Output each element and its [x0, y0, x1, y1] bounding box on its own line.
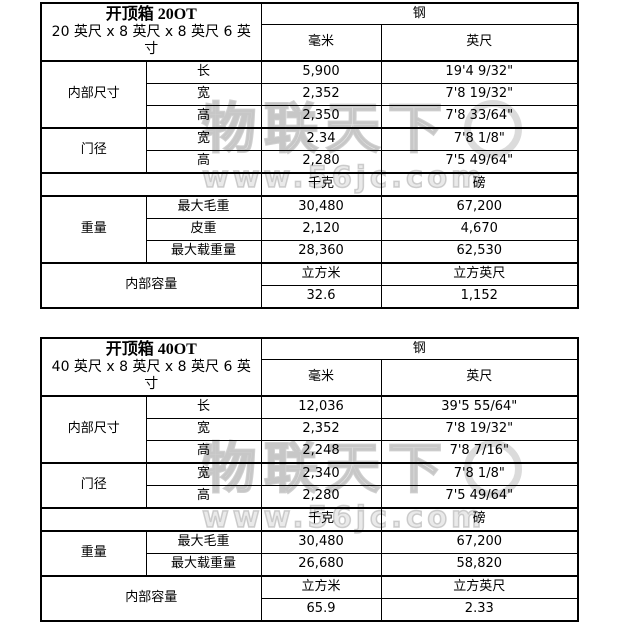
value-tare-kg: 2,120 [260, 218, 382, 241]
section-label-capacity: 内部容量 [40, 575, 262, 622]
table-subtitle: 40 英尺 x 8 英尺 x 8 英尺 6 英寸 [51, 359, 251, 393]
value-max-payload-kg: 28,360 [260, 240, 382, 264]
section-label-capacity: 内部容量 [40, 262, 262, 309]
column-header-ft: 英尺 [380, 24, 579, 62]
value-max-gross-kg: 30,480 [260, 530, 382, 554]
unit-header-cbm: 立方米 [260, 262, 382, 286]
unit-header-cuft: 立方英尺 [380, 262, 579, 286]
section-label-internal-dims: 内部尺寸 [40, 60, 147, 129]
unit-header-cbm: 立方米 [260, 575, 382, 599]
row-label-max-gross: 最大毛重 [145, 195, 262, 219]
value-height-ft: 7'8 33/64" [380, 105, 579, 129]
value-tare-lb: 4,670 [380, 218, 579, 241]
material-header: 钢 [260, 337, 579, 360]
row-label-height: 高 [145, 440, 262, 464]
unit-header-kg: 千克 [260, 172, 382, 197]
value-max-gross-lb: 67,200 [380, 195, 579, 219]
value-height-ft: 7'8 7/16" [380, 440, 579, 464]
value-length-mm: 12,036 [260, 395, 382, 419]
unit-header-cuft: 立方英尺 [380, 575, 579, 599]
column-header-mm: 毫米 [260, 24, 382, 62]
row-label-door-height: 高 [145, 485, 262, 509]
container-spec-table-40ot: 开顶箱 40OT 40 英尺 x 8 英尺 x 8 英尺 6 英寸 钢 毫米 英… [40, 337, 580, 622]
value-door-height-ft: 7'5 49/64" [380, 150, 579, 174]
value-capacity-cuft: 1,152 [380, 285, 579, 309]
row-label-height: 高 [145, 105, 262, 129]
value-length-mm: 5,900 [260, 60, 382, 84]
table-title-cell: 开顶箱 40OT 40 英尺 x 8 英尺 x 8 英尺 6 英寸 [40, 337, 262, 397]
row-label-max-payload: 最大载重量 [145, 553, 262, 577]
value-capacity-cbm: 32.6 [260, 285, 382, 309]
value-height-mm: 2,350 [260, 105, 382, 129]
section-label-door: 门径 [40, 462, 147, 509]
value-width-mm: 2,352 [260, 83, 382, 106]
section-label-internal-dims: 内部尺寸 [40, 395, 147, 464]
value-width-mm: 2,352 [260, 418, 382, 441]
value-max-payload-kg: 26,680 [260, 553, 382, 577]
section-label-door: 门径 [40, 127, 147, 174]
value-max-gross-lb: 67,200 [380, 530, 579, 554]
value-door-width-ft: 7'8 1/8" [380, 127, 579, 151]
row-label-door-width: 宽 [145, 127, 262, 151]
table-title-cell: 开顶箱 20OT 20 英尺 x 8 英尺 x 8 英尺 6 英寸 [40, 2, 262, 62]
unit-header-kg: 千克 [260, 507, 382, 532]
row-label-max-gross: 最大毛重 [145, 530, 262, 554]
value-door-width-mm: 2,340 [260, 462, 382, 486]
value-length-ft: 39'5 55/64" [380, 395, 579, 419]
value-door-height-mm: 2,280 [260, 150, 382, 174]
section-label-weight: 重量 [40, 530, 147, 577]
row-label-width: 宽 [145, 83, 262, 106]
table-subtitle: 20 英尺 x 8 英尺 x 8 英尺 6 英寸 [51, 24, 251, 58]
value-max-gross-kg: 30,480 [260, 195, 382, 219]
container-spec-table-20ot: 开顶箱 20OT 20 英尺 x 8 英尺 x 8 英尺 6 英寸 钢 毫米 英… [40, 2, 580, 309]
row-label-length: 长 [145, 395, 262, 419]
value-capacity-cbm: 65.9 [260, 598, 382, 622]
row-label-length: 长 [145, 60, 262, 84]
table-title: 开顶箱 20OT [105, 6, 197, 23]
value-door-height-ft: 7'5 49/64" [380, 485, 579, 509]
row-label-door-height: 高 [145, 150, 262, 174]
unit-header-lb: 磅 [380, 172, 579, 197]
empty-cell [40, 507, 262, 532]
value-door-width-mm: 2.34 [260, 127, 382, 151]
value-width-ft: 7'8 19/32" [380, 418, 579, 441]
column-header-ft: 英尺 [380, 359, 579, 397]
value-door-height-mm: 2,280 [260, 485, 382, 509]
value-max-payload-lb: 62,530 [380, 240, 579, 264]
value-width-ft: 7'8 19/32" [380, 83, 579, 106]
value-door-width-ft: 7'8 1/8" [380, 462, 579, 486]
value-capacity-cuft: 2.33 [380, 598, 579, 622]
unit-header-lb: 磅 [380, 507, 579, 532]
row-label-width: 宽 [145, 418, 262, 441]
row-label-tare: 皮重 [145, 218, 262, 241]
row-label-max-payload: 最大载重量 [145, 240, 262, 264]
value-length-ft: 19'4 9/32" [380, 60, 579, 84]
column-header-mm: 毫米 [260, 359, 382, 397]
value-max-payload-lb: 58,820 [380, 553, 579, 577]
section-label-weight: 重量 [40, 195, 147, 264]
value-height-mm: 2,248 [260, 440, 382, 464]
material-header: 钢 [260, 2, 579, 25]
row-label-door-width: 宽 [145, 462, 262, 486]
empty-cell [40, 172, 262, 197]
table-title: 开顶箱 40OT [105, 341, 197, 358]
